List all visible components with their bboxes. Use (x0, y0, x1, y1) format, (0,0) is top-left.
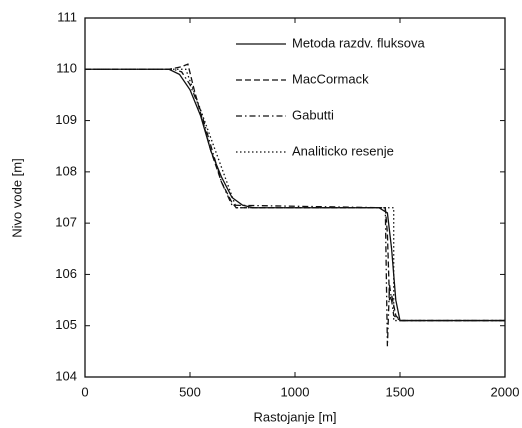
legend-label: Analiticko resenje (292, 143, 394, 158)
x-axis-label: Rastojanje [m] (253, 409, 336, 424)
y-tick-label: 108 (55, 163, 77, 178)
y-axis-label: Nivo vode [m] (9, 158, 24, 237)
y-tick-label: 109 (55, 112, 77, 127)
legend-label: MacCormack (292, 71, 369, 86)
data-line (85, 68, 505, 347)
x-tick-label: 500 (179, 384, 201, 399)
x-tick-label: 2000 (491, 384, 520, 399)
x-tick-label: 1500 (386, 384, 415, 399)
legend-label: Gabutti (292, 107, 334, 122)
y-tick-label: 105 (55, 317, 77, 332)
y-tick-label: 104 (55, 368, 77, 383)
y-tick-label: 110 (56, 61, 77, 76)
data-line (85, 68, 505, 322)
y-tick-label: 111 (57, 9, 77, 24)
x-tick-label: 0 (81, 384, 88, 399)
data-line (85, 63, 505, 322)
x-tick-label: 1000 (281, 384, 310, 399)
y-tick-label: 107 (55, 215, 77, 230)
y-tick-label: 106 (55, 266, 77, 281)
legend-label: Metoda razdv. fluksova (292, 35, 425, 50)
